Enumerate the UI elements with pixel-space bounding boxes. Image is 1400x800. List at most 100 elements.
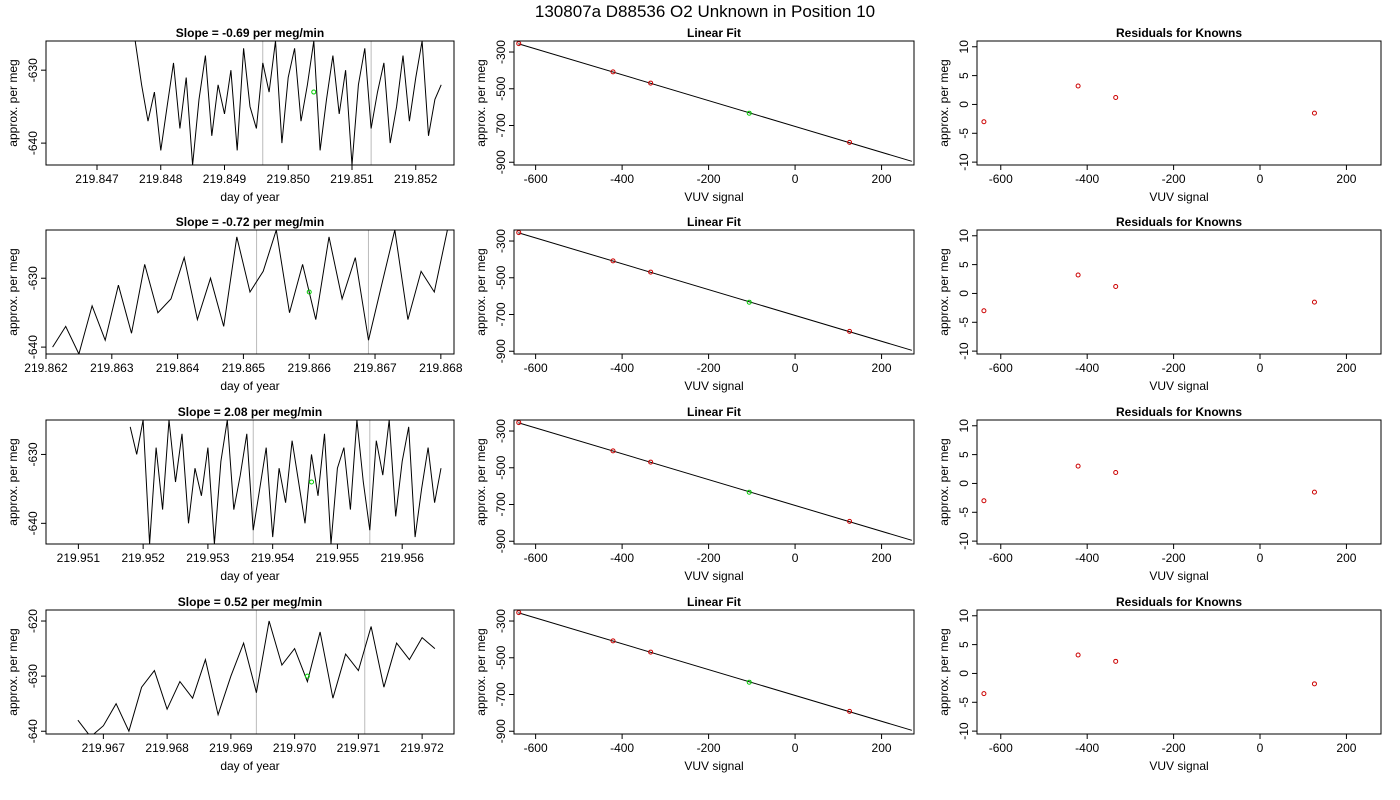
plot-area: [516, 610, 912, 731]
residual-point: [1075, 652, 1081, 658]
known-point: [610, 638, 616, 644]
trace-line: [134, 41, 442, 165]
y-axis-label: approx. per meg: [474, 628, 488, 715]
plot-frame: [45, 40, 455, 166]
plot-area: [52, 230, 448, 354]
y-tick-label: -900: [494, 719, 508, 743]
x-tick-label: 0: [792, 741, 799, 755]
x-tick-label: -600: [989, 551, 1013, 565]
x-tick-label: 219.852: [394, 172, 438, 186]
unknown-point: [306, 289, 312, 295]
plot-area: [981, 463, 1317, 504]
known-point: [610, 448, 616, 454]
chart-panel: -600 -400 -200 0 200 -10 -5 0 5 10 Residuals for K…: [937, 405, 1382, 583]
chart-panel: -600 -400 -200 0 200 -900 -700 -500 -300 Linear F…: [474, 595, 915, 773]
chart-panel: -600 -400 -200 0 200 -10 -5 0 5 10 Residuals for K…: [937, 595, 1382, 773]
y-tick-label: -640: [26, 335, 40, 359]
y-tick-label: -300: [494, 229, 508, 253]
plot-area: [981, 83, 1317, 125]
chart-panel: -600 -400 -200 0 200 -10 -5 0 5 10 Residuals for K…: [937, 215, 1382, 393]
x-tick-label: -200: [1162, 361, 1186, 375]
y-axis-label: approx. per meg: [474, 59, 488, 146]
x-tick-label: 219.952: [121, 551, 165, 565]
x-tick-label: 219.967: [82, 741, 126, 755]
plot-area: [981, 652, 1317, 697]
x-tick-label: 219.849: [203, 172, 247, 186]
known-point: [648, 459, 654, 465]
x-tick-label: 219.970: [273, 741, 317, 755]
trace-line: [52, 230, 448, 354]
y-tick-label: -500: [494, 265, 508, 289]
x-tick-label: 219.953: [186, 551, 230, 565]
x-tick-label: 200: [1336, 361, 1356, 375]
plot-frame: [976, 609, 1382, 735]
panel-title: Slope = -0.72 per meg/min: [176, 215, 324, 229]
known-point: [516, 41, 522, 47]
y-tick-label: -640: [26, 719, 40, 743]
panel-title: Residuals for Knowns: [1116, 405, 1242, 419]
known-point: [516, 230, 522, 236]
plot-area: [516, 41, 912, 162]
residual-point: [1311, 299, 1317, 305]
x-axis-label: VUV signal: [684, 190, 743, 204]
y-tick-label: 10: [957, 419, 971, 433]
unknown-point: [746, 299, 752, 305]
x-tick-label: 219.851: [330, 172, 374, 186]
y-axis-label: approx. per meg: [937, 59, 951, 146]
y-tick-label: 0: [957, 290, 971, 297]
panel-title: Residuals for Knowns: [1116, 595, 1242, 609]
x-tick-label: -600: [989, 741, 1013, 755]
x-tick-label: 219.867: [353, 361, 397, 375]
x-tick-label: 200: [872, 361, 892, 375]
x-tick-label: 219.954: [251, 551, 295, 565]
x-tick-label: -200: [697, 551, 721, 565]
unknown-point: [746, 489, 752, 495]
unknown-point: [746, 679, 752, 685]
y-tick-label: 5: [957, 641, 971, 648]
known-point: [847, 518, 853, 524]
plot-frame: [976, 40, 1382, 166]
y-axis-label: approx. per meg: [937, 628, 951, 715]
plot-area: [77, 610, 436, 734]
y-tick-label: 5: [957, 261, 971, 268]
y-tick-label: -300: [494, 609, 508, 633]
plot-area: [516, 230, 912, 351]
chart-panel: 219.951 219.952 219.953 219.954 219.955 219.9…: [6, 405, 455, 583]
x-tick-label: 0: [792, 361, 799, 375]
x-tick-label: -400: [1075, 741, 1099, 755]
x-tick-label: -200: [1162, 172, 1186, 186]
x-axis-label: VUV signal: [684, 379, 743, 393]
x-tick-label: -600: [524, 741, 548, 755]
x-tick-label: -200: [697, 172, 721, 186]
x-tick-label: 219.951: [57, 551, 101, 565]
x-tick-label: -200: [1162, 551, 1186, 565]
chart-panel: -600 -400 -200 0 200 -10 -5 0 5 10 Residuals for K…: [937, 26, 1382, 204]
chart-panel: 219.847 219.848 219.849 219.850 219.851 219.8…: [6, 26, 455, 204]
residual-point: [1311, 681, 1317, 687]
y-axis-label: approx. per meg: [937, 438, 951, 525]
residual-point: [981, 691, 987, 697]
y-axis-label: approx. per meg: [474, 438, 488, 525]
plot-area: [516, 420, 912, 541]
plot-frame: [513, 229, 915, 355]
x-tick-label: -600: [524, 551, 548, 565]
x-tick-label: -600: [524, 361, 548, 375]
x-tick-label: 219.863: [90, 361, 134, 375]
y-axis-label: approx. per meg: [6, 59, 20, 146]
trace-line: [129, 420, 442, 544]
x-tick-label: -600: [524, 172, 548, 186]
x-tick-label: 0: [1257, 551, 1264, 565]
x-tick-label: 200: [872, 741, 892, 755]
panel-title: Linear Fit: [687, 595, 741, 609]
residual-point: [1113, 284, 1119, 290]
y-axis-label: approx. per meg: [6, 628, 20, 715]
x-tick-label: 219.848: [139, 172, 183, 186]
x-tick-label: 219.850: [267, 172, 311, 186]
y-tick-label: -500: [494, 455, 508, 479]
x-tick-label: -400: [610, 551, 634, 565]
panel-grid: 219.847 219.848 219.849 219.850 219.851 219.8…: [6, 26, 1382, 773]
y-axis-label: approx. per meg: [937, 248, 951, 335]
x-axis-label: VUV signal: [1149, 759, 1208, 773]
y-tick-label: 0: [957, 670, 971, 677]
